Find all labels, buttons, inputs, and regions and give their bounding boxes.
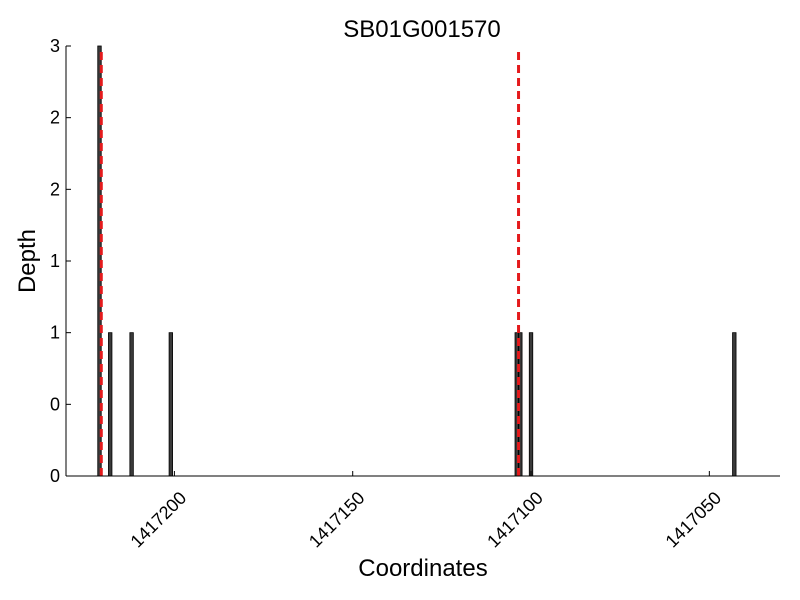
bar-2 — [129, 332, 134, 477]
x-tick-label-1: 1417150 — [305, 488, 369, 552]
axes-layer: 0 0 1 1 2 2 3 1417200 1417150 1417100 1417050 — [50, 36, 780, 551]
bar-1 — [108, 332, 113, 477]
y-tick-label-1: 0 — [50, 394, 60, 414]
chart-title: SB01G001570 — [343, 16, 500, 43]
y-tick-label-2: 1 — [50, 323, 60, 343]
y-tick-label-4: 2 — [50, 179, 60, 199]
x-tick-label-0: 1417200 — [127, 488, 191, 552]
bar-3 — [168, 332, 173, 477]
bar-7 — [732, 332, 737, 477]
x-tick-label-3: 1417050 — [662, 488, 726, 552]
y-tick-label-3: 1 — [50, 251, 60, 271]
y-axis-title: Depth — [14, 229, 41, 293]
bars-layer — [97, 45, 737, 477]
y-tick-label-5: 2 — [50, 108, 60, 128]
y-tick-label-6: 3 — [50, 36, 60, 56]
y-tick-label-0: 0 — [50, 466, 60, 486]
reference-lines-layer — [99, 52, 521, 476]
bar-6 — [528, 332, 534, 477]
x-axis-title: Coordinates — [358, 555, 487, 582]
x-tick-label-2: 1417100 — [483, 488, 547, 552]
